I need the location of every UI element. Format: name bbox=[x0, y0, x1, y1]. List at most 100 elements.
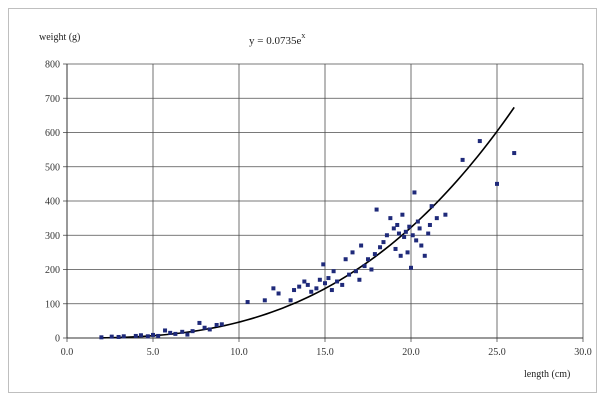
data-point bbox=[422, 253, 427, 258]
data-point bbox=[323, 281, 327, 286]
data-point bbox=[156, 333, 161, 338]
y-tick-label: 600 bbox=[45, 128, 60, 139]
y-tick-label: 0 bbox=[55, 334, 60, 345]
data-point bbox=[412, 190, 417, 195]
equation-base: y = 0.0735e bbox=[249, 35, 301, 47]
data-point bbox=[180, 329, 185, 334]
y-tick-label: 400 bbox=[45, 197, 60, 208]
data-point bbox=[426, 231, 431, 236]
data-point bbox=[347, 272, 352, 277]
data-point bbox=[407, 224, 412, 229]
data-point bbox=[410, 233, 415, 238]
data-point bbox=[477, 139, 482, 144]
data-point bbox=[138, 333, 143, 338]
data-point bbox=[398, 253, 403, 258]
data-point bbox=[151, 332, 155, 337]
data-point bbox=[197, 320, 202, 325]
y-tick-label: 200 bbox=[45, 265, 60, 276]
data-point bbox=[405, 250, 410, 255]
data-point bbox=[214, 322, 219, 327]
data-point bbox=[321, 262, 326, 267]
data-point bbox=[357, 277, 362, 282]
data-point bbox=[288, 298, 293, 303]
data-point bbox=[343, 257, 348, 262]
data-point bbox=[262, 298, 267, 303]
x-tick-label: 10.0 bbox=[230, 347, 248, 358]
grid-layer bbox=[67, 63, 584, 338]
data-point bbox=[305, 282, 310, 287]
data-point bbox=[427, 222, 432, 227]
y-tick-label: 800 bbox=[45, 60, 60, 71]
data-point bbox=[297, 284, 302, 289]
data-point bbox=[207, 327, 212, 332]
trendline-equation: y = 0.0735ex bbox=[249, 31, 305, 47]
data-point bbox=[302, 279, 307, 284]
data-point bbox=[116, 334, 121, 339]
data-point bbox=[434, 216, 439, 221]
data-point bbox=[350, 250, 355, 255]
data-point bbox=[190, 329, 195, 334]
y-tick-label: 700 bbox=[45, 94, 60, 105]
data-point bbox=[185, 332, 190, 337]
data-point bbox=[369, 267, 374, 272]
scatter-chart: 0.0 5.0 10.0 15.0 20.0 25.0 30.0 0 100 200 300 400 5… bbox=[39, 31, 592, 380]
x-tick-label: 30.0 bbox=[574, 347, 592, 358]
data-point bbox=[99, 335, 104, 340]
y-tick-label: 300 bbox=[45, 231, 60, 242]
data-point bbox=[388, 216, 393, 221]
data-point bbox=[329, 288, 334, 293]
data-point bbox=[163, 328, 168, 333]
data-point bbox=[219, 322, 224, 327]
data-point bbox=[317, 277, 322, 282]
data-point bbox=[400, 212, 405, 217]
x-tick-label: 20.0 bbox=[402, 347, 420, 358]
x-tick-label: 5.0 bbox=[147, 347, 160, 358]
data-point bbox=[353, 269, 358, 274]
data-point bbox=[378, 245, 383, 250]
data-point bbox=[393, 246, 398, 251]
tick-label-layer: 0.0 5.0 10.0 15.0 20.0 25.0 30.0 0 100 200 300 400 5… bbox=[45, 60, 592, 359]
axis-layer bbox=[63, 63, 584, 342]
trendline-layer bbox=[101, 106, 515, 339]
data-point bbox=[460, 157, 465, 162]
equation-exponent: x bbox=[301, 31, 305, 40]
data-point bbox=[414, 238, 419, 243]
data-point bbox=[359, 243, 364, 248]
data-point bbox=[121, 334, 126, 339]
data-point bbox=[335, 279, 340, 284]
data-point bbox=[366, 257, 370, 262]
data-point bbox=[314, 286, 319, 291]
data-point bbox=[276, 291, 281, 296]
data-point bbox=[372, 252, 377, 257]
y-tick-label: 500 bbox=[45, 162, 60, 173]
data-point bbox=[495, 181, 499, 186]
data-point bbox=[168, 330, 173, 335]
data-point bbox=[396, 231, 401, 236]
data-point bbox=[374, 207, 379, 212]
data-point bbox=[443, 212, 448, 217]
x-tick-label: 0.0 bbox=[61, 347, 74, 358]
data-point bbox=[409, 265, 413, 270]
data-point bbox=[173, 331, 178, 336]
chart-frame: 0.0 5.0 10.0 15.0 20.0 25.0 30.0 0 100 200 300 400 5… bbox=[8, 8, 597, 393]
x-tick-label: 25.0 bbox=[488, 347, 506, 358]
y-tick-label: 100 bbox=[45, 299, 60, 310]
data-point bbox=[133, 333, 138, 338]
x-tick-label: 15.0 bbox=[316, 347, 334, 358]
data-point bbox=[512, 151, 517, 156]
data-point bbox=[362, 264, 367, 269]
data-point bbox=[245, 300, 250, 305]
data-point bbox=[271, 286, 276, 291]
data-point bbox=[417, 226, 422, 231]
data-point bbox=[331, 269, 336, 274]
trendline-curve bbox=[101, 106, 515, 339]
data-point bbox=[403, 229, 408, 234]
data-point bbox=[309, 289, 314, 294]
x-axis-title: length (cm) bbox=[524, 369, 570, 380]
data-point bbox=[402, 234, 407, 239]
data-point bbox=[419, 243, 424, 248]
data-point bbox=[202, 325, 207, 330]
data-point bbox=[145, 334, 150, 339]
data-point bbox=[415, 219, 420, 224]
y-axis-title: weight (g) bbox=[39, 32, 80, 43]
